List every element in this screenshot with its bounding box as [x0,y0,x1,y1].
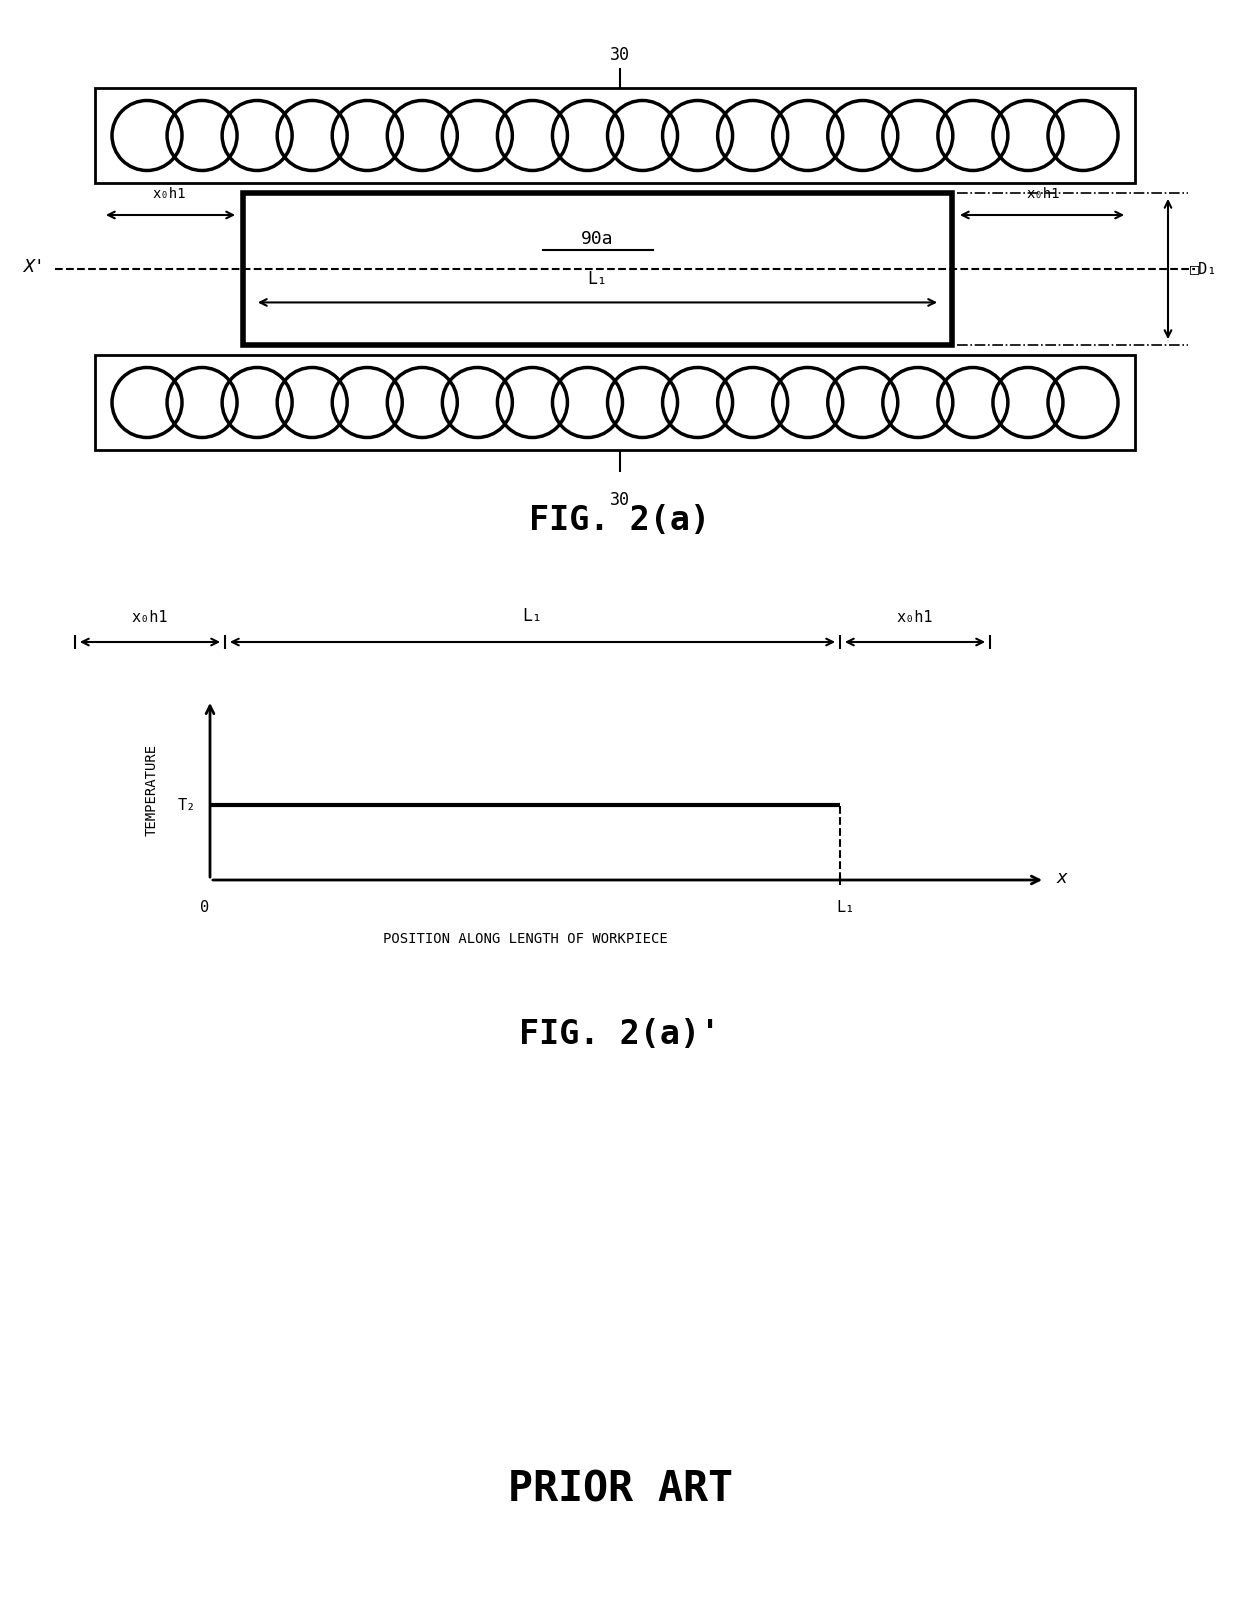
Text: T₂: T₂ [177,798,196,812]
Text: 90a: 90a [582,229,614,248]
Text: TEMPERATURE: TEMPERATURE [145,743,159,836]
Text: L₁: L₁ [588,271,608,288]
Text: 0: 0 [201,900,210,915]
Text: □D₁: □D₁ [1190,261,1218,277]
Bar [95,356,1135,450]
Text: x₀h1: x₀h1 [897,610,934,625]
Text: L₁: L₁ [836,900,854,915]
Text: x₀h1: x₀h1 [1027,187,1060,200]
Text: FIG. 2(a): FIG. 2(a) [529,503,711,537]
Text: PRIOR ART: PRIOR ART [507,1469,733,1511]
Bar [95,88,1135,183]
Text: POSITION ALONG LENGTH OF WORKPIECE: POSITION ALONG LENGTH OF WORKPIECE [383,932,667,947]
Text: FIG. 2(a)': FIG. 2(a)' [520,1019,720,1051]
Bar [243,192,952,344]
Text: X': X' [24,258,45,276]
Text: x: x [1056,868,1068,888]
Text: 30: 30 [610,46,630,64]
Text: x₀h1: x₀h1 [131,610,169,625]
Text: x₀h1: x₀h1 [153,187,186,200]
Text: 30: 30 [610,490,630,509]
Text: L₁: L₁ [522,607,543,625]
